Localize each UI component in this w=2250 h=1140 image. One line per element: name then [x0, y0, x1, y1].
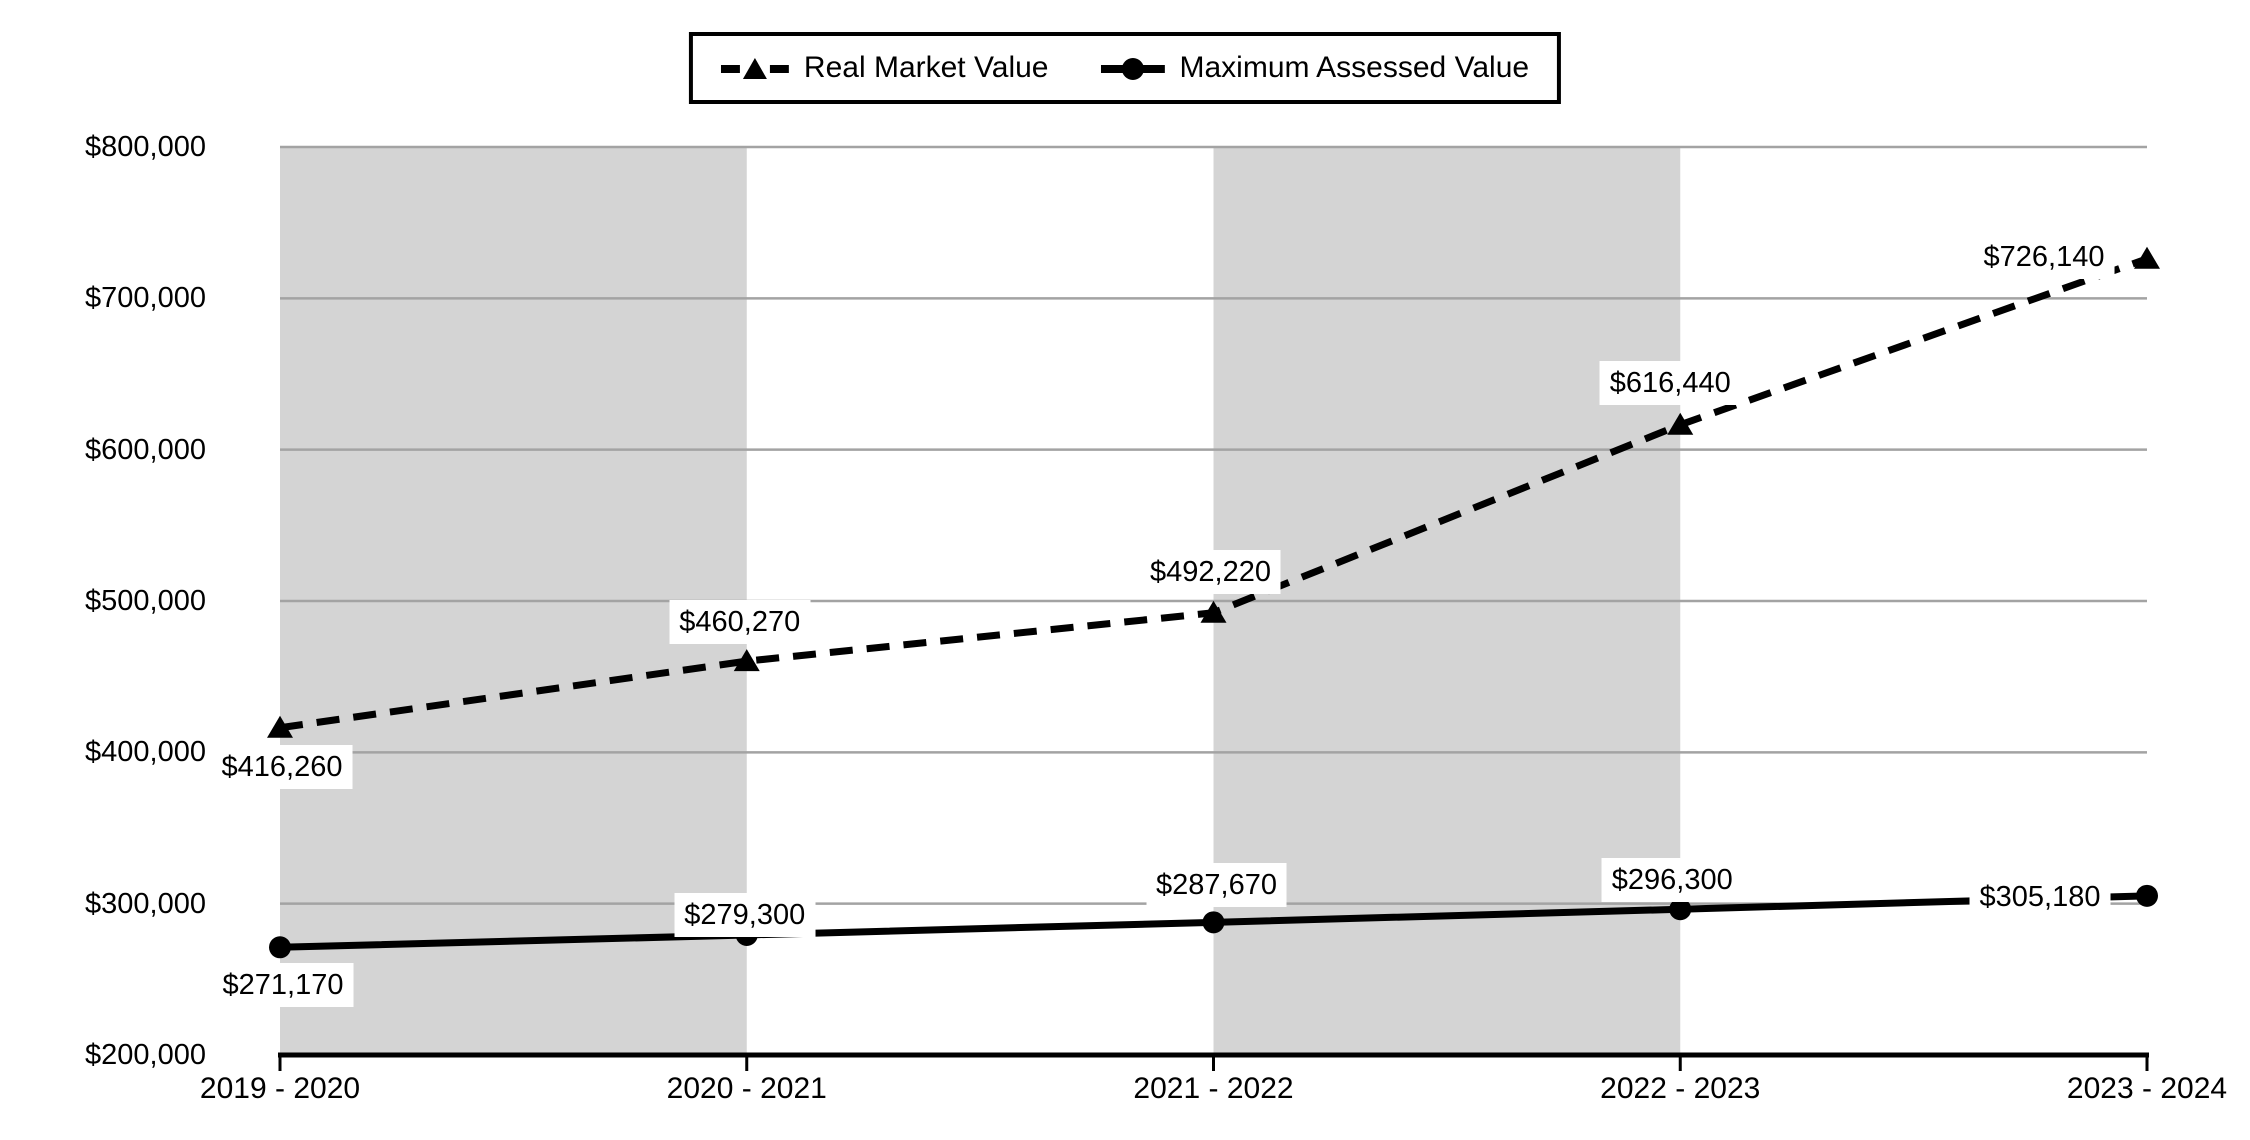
y-axis-tick-label: $300,000 [85, 887, 206, 920]
triangle-marker [1667, 412, 1694, 435]
triangle-marker [2134, 246, 2160, 269]
circle-marker [2136, 884, 2158, 907]
triangle-marker [267, 715, 293, 738]
dashed-line-triangle-marker-icon [720, 58, 789, 79]
data-label-real-market-value: $416,260 [211, 744, 353, 789]
triangle-marker [733, 649, 760, 672]
x-axis-tick-label: 2022 - 2023 [1600, 1072, 1761, 1105]
data-label-real-market-value: $492,220 [1140, 549, 1281, 594]
legend-label-maximum-assessed-value: Maximum Assessed Value [1179, 51, 1530, 84]
circle-marker [269, 936, 291, 959]
data-label-maximum-assessed-value: $271,170 [212, 963, 354, 1008]
legend-item-maximum-assessed-value: Maximum Assessed Value [1100, 51, 1529, 85]
legend-item-real-market-value: Real Market Value [720, 51, 1049, 85]
y-axis-tick-label: $600,000 [85, 433, 206, 466]
y-axis-tick-label: $700,000 [85, 282, 206, 315]
solid-line-circle-marker-icon [1100, 58, 1165, 80]
x-axis-tick-label: 2020 - 2021 [666, 1072, 827, 1105]
x-axis-tick-label: 2023 - 2024 [2066, 1072, 2228, 1105]
y-axis-tick-label: $800,000 [85, 131, 206, 163]
legend: Real Market Value Maximum Assessed Value [688, 32, 1562, 104]
x-axis-tick-label: 2019 - 2020 [199, 1072, 361, 1105]
circle-marker [1669, 898, 1692, 921]
y-axis-tick-label: $200,000 [85, 1039, 206, 1071]
data-label-real-market-value: $726,140 [1973, 234, 2115, 279]
triangle-marker [1200, 600, 1227, 623]
x-axis-tick-label: 2021 - 2022 [1133, 1072, 1294, 1105]
y-axis-tick-label: $500,000 [85, 585, 206, 617]
data-label-maximum-assessed-value: $296,300 [1601, 858, 1743, 903]
data-label-maximum-assessed-value: $287,670 [1146, 863, 1287, 908]
data-label-maximum-assessed-value: $305,180 [1969, 874, 2111, 919]
y-axis-tick-label: $400,000 [85, 736, 206, 769]
legend-label-real-market-value: Real Market Value [803, 51, 1049, 84]
data-label-maximum-assessed-value: $279,300 [674, 892, 816, 937]
data-label-real-market-value: $616,440 [1599, 360, 1741, 405]
circle-marker [1202, 911, 1225, 934]
data-label-real-market-value: $460,270 [669, 600, 811, 645]
